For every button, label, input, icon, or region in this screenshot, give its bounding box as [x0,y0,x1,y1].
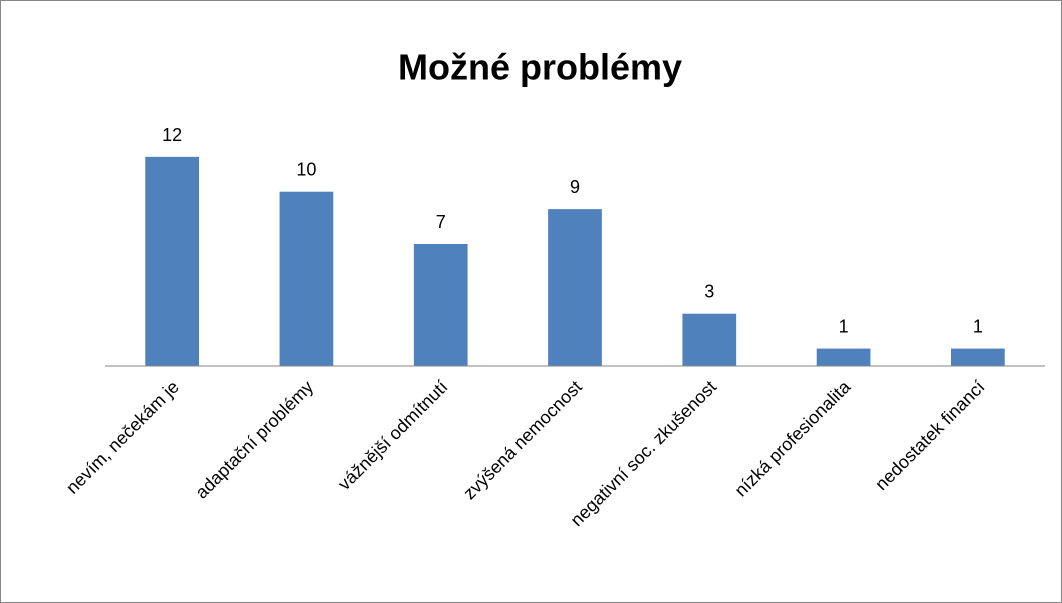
data-label: 10 [296,160,316,180]
bar [548,209,602,366]
data-label: 7 [436,212,446,232]
data-label: 9 [570,177,580,197]
data-label: 1 [839,317,849,337]
bar [951,348,1005,366]
data-label: 3 [704,282,714,302]
bar [145,156,199,366]
chart-title: Možné problémy [398,47,682,88]
bar [816,348,871,366]
bar [682,313,737,366]
bar [413,244,468,366]
data-label: 12 [162,125,182,145]
data-label: 1 [973,317,983,337]
bar [279,191,334,366]
